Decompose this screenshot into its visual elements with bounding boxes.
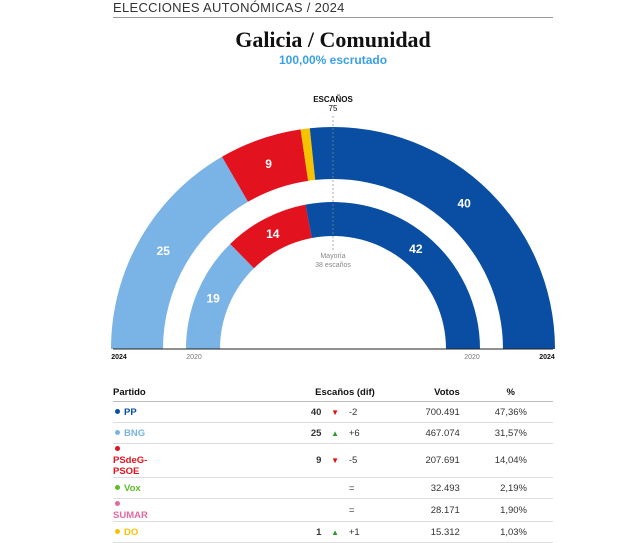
pct-cell: 2,19% [459,477,553,499]
seat-diff-cell: -5 [348,443,375,478]
ring-year-label-right-2024: 2024 [539,354,555,361]
party-cell: Vox [113,477,148,499]
seat-label-2024-bng: 25 [157,244,171,258]
seat-label-2024-psdeg-psoe: 9 [265,157,272,171]
col-votes: Votos [374,383,460,402]
seat-arc-2024-bng [111,156,248,349]
seat-arc-2020-psdeg-psoe [230,204,312,269]
pct-cell: 1,90% [459,498,553,522]
seat-diff-cell: = [348,498,375,522]
seat-arc-2020-pp [305,202,480,349]
table-row: Vox = 32.493 2,19% [113,477,553,499]
majority-label-line2: 38 escaños [315,262,351,269]
party-cell: BNG [113,422,148,444]
change-arrow-icon [321,477,349,499]
party-name: Vox [124,482,141,494]
count-status: 100,00% escrutado [278,53,388,67]
seats-cell: 25 [147,422,322,444]
party-dot-icon [115,501,120,507]
votes-cell: 15.312 [374,521,460,543]
change-arrow-icon: ▲ [321,521,349,543]
change-arrow-icon: ▲ [321,422,349,444]
table-row: PSdeG-PSOE 9 ▼ -5 207.691 14,04% [113,443,553,478]
page-title: Galicia / Comunidad [235,27,431,52]
seats-cell [147,498,322,522]
results-table: Partido Escaños (dif) Votos % PP 40 ▼ -2 700… [113,383,553,543]
party-name: BNG [124,427,146,439]
votes-cell: 32.493 [374,477,460,499]
seats-cell: 9 [147,443,322,478]
seat-label-2020-pp: 42 [409,242,423,256]
party-name: DO [124,526,139,538]
seats-cell: 1 [147,521,322,543]
party-name: SUMAR [113,510,148,521]
pct-cell: 47,36% [459,401,553,423]
party-name: PSdeG-PSOE [113,455,148,477]
votes-cell: 467.074 [374,422,460,444]
ring-year-label-right-2020: 2020 [464,354,480,361]
seat-diff-cell: = [348,477,375,499]
party-dot-icon [115,446,120,452]
change-arrow-icon: ▼ [321,401,349,423]
table-row: DO 1 ▲ +1 15.312 1,03% [113,521,553,543]
table-row: PP 40 ▼ -2 700.491 47,36% [113,401,553,423]
pct-cell: 31,57% [459,422,553,444]
pct-cell: 1,03% [459,521,553,543]
votes-cell: 28.171 [374,498,460,522]
table-row: SUMAR = 28.171 1,90% [113,498,553,522]
header-divider [113,17,553,18]
seats-cell [147,477,322,499]
party-dot-icon [115,528,120,534]
seat-arc-2020-bng [186,243,254,349]
change-arrow-icon: ▼ [321,443,349,478]
seat-diff-cell: +6 [348,422,375,444]
seat-label-2020-bng: 19 [206,292,220,306]
seat-arc-2024-pp [309,127,555,350]
seat-arc-2024-psdeg-psoe [222,129,309,202]
party-name: PP [124,406,137,418]
votes-cell: 207.691 [374,443,460,478]
seat-label-2020-psdeg-psoe: 14 [266,227,280,241]
party-cell: DO [113,521,148,543]
table-row: BNG 25 ▲ +6 467.074 31,57% [113,422,553,444]
total-seats-value: 75 [329,104,338,113]
seats-cell: 40 [147,401,322,423]
party-dot-icon [115,484,120,490]
ring-year-label-left-2020: 2020 [186,354,202,361]
party-cell: PP [113,401,148,423]
hemicycle-chart: ESCAÑOS 75 Mayoría 38 escaños 25 9 40 2024 2… [111,95,555,361]
pct-cell: 14,04% [459,443,553,478]
seat-diff-cell: +1 [348,521,375,543]
section-label: ELECCIONES AUTONÓMICAS / 2024 [113,0,345,15]
col-pct: % [459,383,553,402]
party-cell: PSdeG-PSOE [113,443,148,478]
total-seats-label: ESCAÑOS [313,95,353,104]
party-dot-icon [115,408,120,414]
table-header-row: Partido Escaños (dif) Votos % [113,383,553,402]
col-seats: Escaños (dif) [147,383,375,402]
seat-diff-cell: -2 [348,401,375,423]
votes-cell: 700.491 [374,401,460,423]
party-dot-icon [115,429,120,435]
col-party: Partido [113,383,148,402]
majority-label-line1: Mayoría [320,253,345,260]
change-arrow-icon [321,498,349,522]
seat-label-2024-pp: 40 [457,196,471,210]
seat-arc-2024-do [300,128,316,181]
party-cell: SUMAR [113,498,148,522]
ring-year-label-left-2024: 2024 [111,354,127,361]
